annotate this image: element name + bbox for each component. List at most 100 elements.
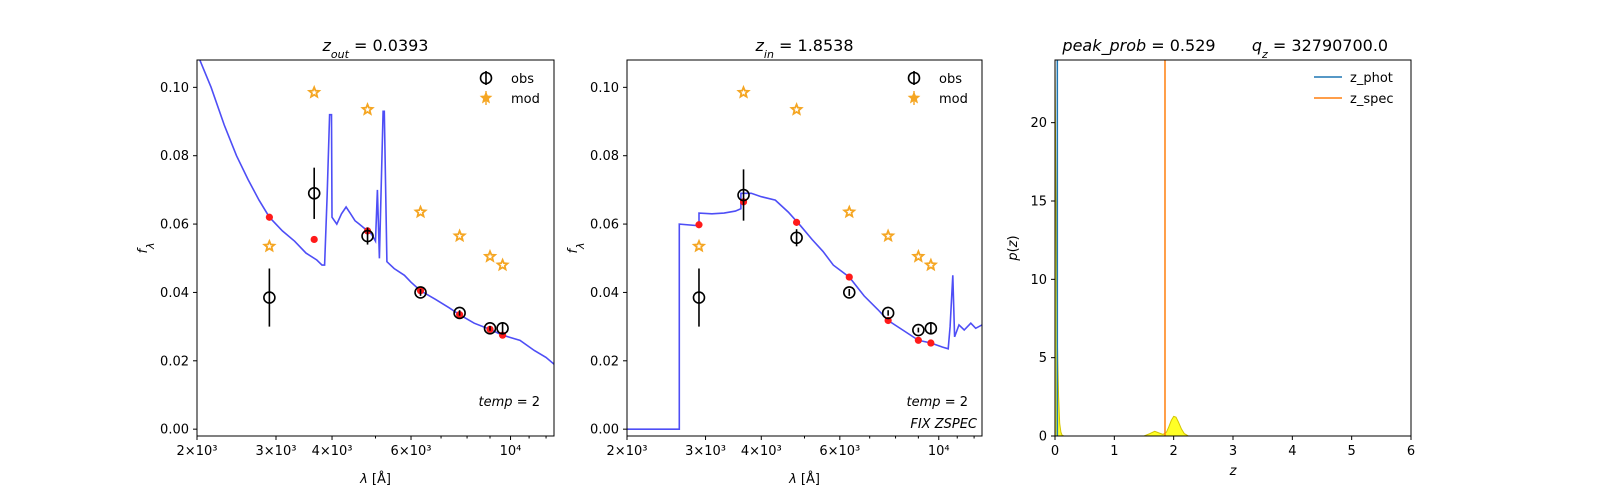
y-axis-label: p(z) [1006,235,1021,261]
y-axis-label-part: λ [574,242,587,250]
obs-point-1 [307,187,321,200]
y-tick-label-3: 0.06 [160,218,189,233]
annotation-temp-part: temp [907,395,941,410]
chart-title: zin = 1.8538 [755,36,854,61]
x-axis-label: λ [Å] [359,471,391,487]
legend-label-mod: mod [939,92,968,107]
y-axis-label-part: λ [144,242,157,250]
chart-title-peak-prob-part: = 0.529 [1146,36,1215,55]
model-point-6 [927,339,935,347]
model-point-2 [792,218,801,226]
x-tick-label-3: 6×10³ [391,444,432,459]
x-axis-label-part: λ [359,472,368,487]
obs-point-0 [692,291,706,304]
y-tick-label-1: 0.02 [590,354,619,369]
mod-star-5 [482,248,498,263]
y-tick-label-0: 0 [1039,430,1047,445]
x-axis-label-part: [Å] [368,471,391,487]
y-tick-label-5: 0.10 [160,81,189,96]
mod-star-2 [360,102,375,116]
x-tick-label-5: 5 [1348,444,1356,459]
mod-star-0 [262,238,277,253]
chart-title-part: z [755,36,765,55]
y-tick-label-2: 10 [1030,273,1047,288]
obs-point-3 [414,286,427,299]
model-point-5 [914,336,922,344]
x-tick-label-1: 3×10³ [256,444,297,459]
y-tick-label-5: 0.10 [590,81,619,96]
x-axis-label: λ [Å] [788,471,820,487]
y-tick-label-3: 15 [1030,195,1047,210]
y-axis-label-part: z [1006,239,1021,248]
annotation-temp: temp = 2 [907,395,968,410]
x-tick-label-0: 0 [1051,444,1059,459]
chart-title-part: = 1.8538 [774,36,854,55]
chart-title-part: in [764,48,774,61]
x-tick-label-2: 4×10³ [312,444,353,459]
x-tick-label-6: 6 [1407,444,1415,459]
y-axis-label-part: ( [1006,247,1021,252]
mod-star-6 [495,257,510,272]
y-axis-label-part: ) [1006,235,1021,240]
obs-point-5 [483,322,497,335]
y-tick-label-0: 0.00 [160,423,189,438]
x-tick-label-0: 2×10³ [177,444,218,459]
x-axis-label-part: [Å] [797,471,820,487]
model-point-3 [845,273,853,281]
annotation-temp: temp = 2 [479,395,540,410]
obs-point-6 [924,322,938,335]
legend-label-z-phot: z_phot [1350,71,1393,86]
chart-title-qz: qz = 32790700.0 [1252,36,1388,61]
obs-point-2 [361,229,374,243]
chart-title-part: = 0.0393 [349,36,429,55]
y-tick-label-0: 0.00 [590,423,619,438]
y-axis-label-part: f [136,247,151,254]
obs-point-1 [737,188,750,202]
model-spectrum-line [627,192,982,430]
y-axis-label: fλ [136,242,157,253]
mod-star-5 [911,248,926,263]
y-axis-label-part: f [566,247,581,254]
y-tick-label-2: 0.04 [160,286,189,301]
model-point-0 [265,213,273,221]
chart-title: zout = 0.0393 [322,36,429,61]
annotation-temp-part: = 2 [513,395,540,410]
obs-point-6 [496,322,509,335]
mod-star-3 [413,204,428,219]
y-tick-label-1: 5 [1039,351,1047,366]
chart-title-peak-prob-part: peak_prob [1061,36,1146,56]
mod-star-1 [736,84,751,99]
x-tick-label-3: 3 [1229,444,1237,459]
obs-point-2 [790,231,803,245]
chart-title-peak-prob: peak_prob = 0.529 [1061,36,1215,56]
y-tick-label-4: 20 [1030,116,1047,131]
mod-star-0 [691,238,707,253]
y-tick-label-3: 0.06 [590,218,619,233]
mod-star-2 [789,102,804,116]
legend-label-obs: obs [511,72,534,87]
y-axis-label: fλ [566,242,587,253]
x-tick-label-1: 1 [1110,444,1118,459]
y-tick-label-1: 0.02 [160,354,189,369]
x-axis-label-part: z [1229,464,1238,479]
y-tick-label-2: 0.04 [590,286,619,301]
x-axis-label-part: λ [788,472,797,487]
x-tick-label-4: 10⁴ [500,444,522,459]
x-axis-label: z [1229,464,1238,479]
mod-star-4 [880,228,896,243]
legend-label-mod: mod [511,92,540,107]
y-tick-label-4: 0.08 [160,149,189,164]
x-tick-label-4: 4 [1288,444,1296,459]
obs-point-5 [912,323,925,337]
panel-2: 0.00 0.02 0.04 0.06 0.08 0.10 2×10³ 3×10³ 4×10³ 6… [566,36,983,487]
annotation-temp-part: = 2 [941,395,968,410]
obs-point-3 [842,286,856,299]
legend-label-z-spec: z_spec [1350,92,1394,107]
model-point-0 [695,221,703,229]
x-tick-label-4: 10⁴ [928,444,950,459]
chart-title-qz-part: = 32790700.0 [1268,36,1388,55]
obs-point-4 [453,306,466,320]
chart-title-part: z [322,36,332,55]
y-tick-label-4: 0.08 [590,149,619,164]
